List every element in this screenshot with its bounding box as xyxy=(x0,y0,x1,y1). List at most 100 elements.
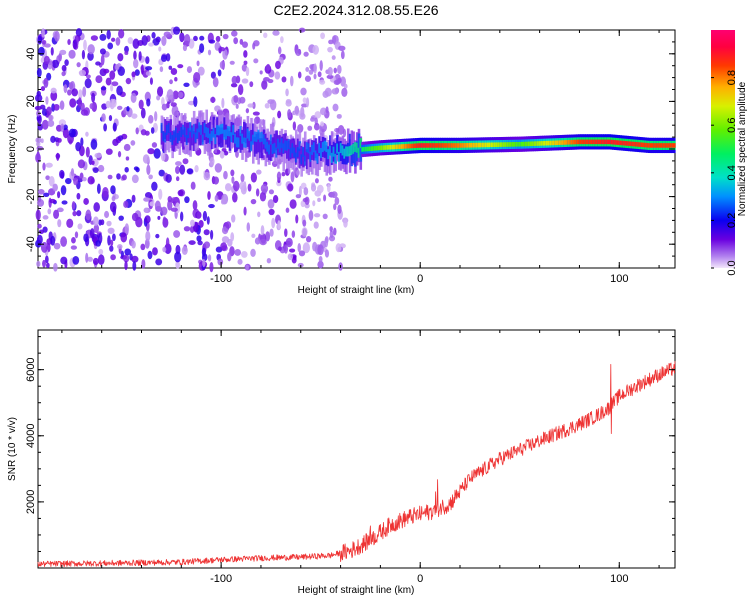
ridge-segment xyxy=(329,135,332,156)
noise-blob xyxy=(245,108,250,114)
noise-blob xyxy=(68,49,76,59)
noise-blob xyxy=(94,152,102,159)
noise-blob xyxy=(157,86,164,97)
noise-blob xyxy=(225,221,232,229)
ridge-segment xyxy=(554,140,558,146)
ridge-segment xyxy=(434,143,438,148)
noise-blob xyxy=(251,233,256,238)
noise-blob xyxy=(143,207,149,213)
ridge-segment xyxy=(509,142,513,147)
snr-x-tick-label: -100 xyxy=(210,573,232,585)
noise-blob xyxy=(241,78,249,84)
ridge-segment xyxy=(413,143,416,149)
ridge-segment xyxy=(671,143,674,148)
ridge-segment xyxy=(640,142,644,148)
ridge-segment xyxy=(583,139,587,145)
noise-blob xyxy=(124,45,129,53)
spectrogram-y-tick-label: -20 xyxy=(25,189,37,205)
noise-blob xyxy=(303,187,309,196)
ridge-segment xyxy=(477,142,481,148)
ridge-segment xyxy=(617,140,621,145)
noise-blob xyxy=(148,174,153,180)
ridge-segment xyxy=(418,143,422,148)
noise-blob xyxy=(62,127,69,139)
noise-blob xyxy=(40,86,46,92)
noise-blob xyxy=(326,184,331,193)
noise-blob xyxy=(243,60,248,65)
ridge-segment xyxy=(273,142,277,153)
noise-blob xyxy=(131,71,136,78)
noise-blob xyxy=(147,148,155,155)
noise-blob xyxy=(131,212,139,222)
ridge-segment xyxy=(302,147,305,168)
noise-blob xyxy=(155,258,163,266)
noise-blob xyxy=(45,175,50,181)
noise-blob xyxy=(317,244,324,256)
noise-blob xyxy=(304,203,310,209)
noise-blob xyxy=(186,168,194,175)
noise-blob xyxy=(175,176,180,182)
ridge-segment xyxy=(624,141,628,146)
noise-blob xyxy=(214,194,219,202)
ridge-segment xyxy=(359,141,363,162)
noise-blob xyxy=(140,243,146,251)
noise-blob xyxy=(42,215,49,220)
spectrogram-x-tick-label: 0 xyxy=(417,273,423,285)
ridge-segment xyxy=(631,141,635,147)
noise-blob xyxy=(173,26,181,35)
ridge-segment xyxy=(515,142,518,147)
noise-blob xyxy=(42,119,49,130)
noise-blob xyxy=(85,146,90,158)
ridge-segment xyxy=(305,142,309,153)
noise-blob xyxy=(313,122,320,131)
noise-blob xyxy=(57,137,62,143)
noise-blob xyxy=(320,107,327,116)
noise-blob xyxy=(58,119,66,126)
noise-blob xyxy=(110,254,116,261)
ridge-segment xyxy=(291,143,295,154)
ridge-segment xyxy=(538,141,542,146)
noise-blob xyxy=(152,247,158,256)
ridge-segment xyxy=(192,131,196,152)
noise-blob xyxy=(220,242,228,251)
ridge-segment xyxy=(309,151,312,162)
noise-blob xyxy=(154,200,161,212)
ridge-segment xyxy=(278,142,282,153)
ridge-segment xyxy=(275,130,278,151)
noise-blob xyxy=(298,185,302,197)
ridge-segment xyxy=(373,146,377,151)
ridge-segment xyxy=(262,134,266,145)
ridge-segment xyxy=(621,140,624,146)
noise-blob xyxy=(186,66,192,74)
noise-blob xyxy=(38,229,45,234)
noise-blob xyxy=(277,110,282,119)
noise-blob xyxy=(61,71,66,77)
ridge-segment xyxy=(183,127,187,138)
noise-blob xyxy=(201,253,208,262)
ridge-segment xyxy=(180,127,183,138)
ridge-segment xyxy=(484,142,488,148)
ridge-segment xyxy=(642,142,646,148)
noise-blob xyxy=(36,145,44,151)
noise-blob xyxy=(320,32,326,40)
noise-blob xyxy=(151,181,158,192)
ridge-segment xyxy=(465,143,468,148)
noise-blob xyxy=(217,69,222,77)
noise-blob xyxy=(233,94,239,103)
ridge-segment xyxy=(626,141,630,146)
ridge-segment xyxy=(329,141,332,175)
ridge-segment xyxy=(334,143,338,164)
noise-blob xyxy=(131,174,139,184)
ridge-segment xyxy=(303,141,307,162)
ridge-segment xyxy=(234,133,237,144)
noise-blob xyxy=(106,29,111,40)
noise-blob xyxy=(317,71,322,78)
noise-blob xyxy=(234,249,242,256)
ridge-segment xyxy=(336,143,339,154)
noise-blob xyxy=(155,233,160,239)
noise-blob xyxy=(43,55,50,65)
spectrogram-x-tick-label: -100 xyxy=(210,273,232,285)
noise-blob xyxy=(50,47,54,56)
noise-blob xyxy=(294,105,300,115)
noise-blob xyxy=(182,44,188,52)
